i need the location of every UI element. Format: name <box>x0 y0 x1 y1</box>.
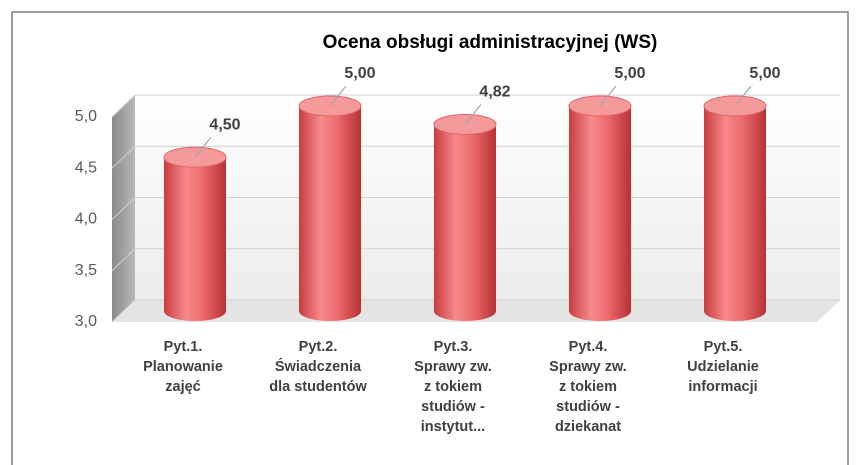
x-tick-label: studiów - <box>556 399 620 415</box>
leader-line <box>329 85 347 107</box>
x-tick-label: dziekanat <box>555 419 621 435</box>
x-tick-label: studiów - <box>421 399 485 415</box>
bar-bottom <box>569 301 631 321</box>
x-tick-label: Pyt.3. <box>434 339 473 355</box>
y-tick-label: 3,5 <box>75 262 97 279</box>
grid-line-side <box>111 197 136 220</box>
bar <box>163 146 227 321</box>
x-tick-label: zajęć <box>165 379 200 395</box>
x-tick-label: dla studentów <box>269 379 367 395</box>
x-tick-label: Świadczenia <box>275 357 362 375</box>
bar-bottom <box>704 301 766 321</box>
y-tick-label: 3,0 <box>75 313 97 330</box>
x-tick-label: Udzielanie <box>687 359 759 375</box>
x-tick-label: Sprawy zw. <box>549 359 627 375</box>
bar-body <box>704 106 766 311</box>
bar-body <box>569 106 631 311</box>
x-tick-label: informacji <box>688 379 757 395</box>
leader-line <box>194 136 212 158</box>
x-tick-label: Pyt.2. <box>299 339 338 355</box>
chart-title: Ocena obsługi administracyjnej (WS) <box>323 32 658 53</box>
data-label: 4,82 <box>479 84 510 101</box>
bar <box>298 95 362 321</box>
bar-body <box>434 124 496 311</box>
bar-bottom <box>434 301 496 321</box>
data-label: 5,00 <box>749 65 780 82</box>
x-tick-label: Planowanie <box>143 359 223 375</box>
grid-line-side <box>111 248 136 272</box>
leader-line <box>464 104 482 125</box>
bar-body <box>164 157 226 311</box>
bar <box>703 95 767 321</box>
x-tick-label: instytut... <box>421 419 485 435</box>
x-tick-label: z tokiem <box>424 379 482 395</box>
bar <box>433 113 497 321</box>
data-label: 5,00 <box>614 65 645 82</box>
bar <box>568 95 632 321</box>
bar-bottom <box>164 301 226 321</box>
x-tick-label: Sprawy zw. <box>414 359 492 375</box>
leader-line <box>734 85 752 107</box>
data-label: 5,00 <box>344 65 375 82</box>
x-tick-label: Pyt.4. <box>569 339 608 355</box>
x-tick-label: Pyt.1. <box>164 339 203 355</box>
x-tick-label: Pyt.5. <box>704 339 743 355</box>
data-label: 4,50 <box>209 116 240 133</box>
grid-line-side <box>111 299 136 323</box>
leader-line <box>599 85 617 107</box>
y-tick-label: 4,5 <box>75 159 97 176</box>
y-tick-label: 4,0 <box>75 211 97 228</box>
grid-line-side <box>111 94 136 118</box>
bar-body <box>299 106 361 311</box>
y-tick-label: 5,0 <box>75 108 97 125</box>
x-tick-label: z tokiem <box>559 379 617 395</box>
bar-bottom <box>299 301 361 321</box>
grid-line-side <box>111 145 136 169</box>
